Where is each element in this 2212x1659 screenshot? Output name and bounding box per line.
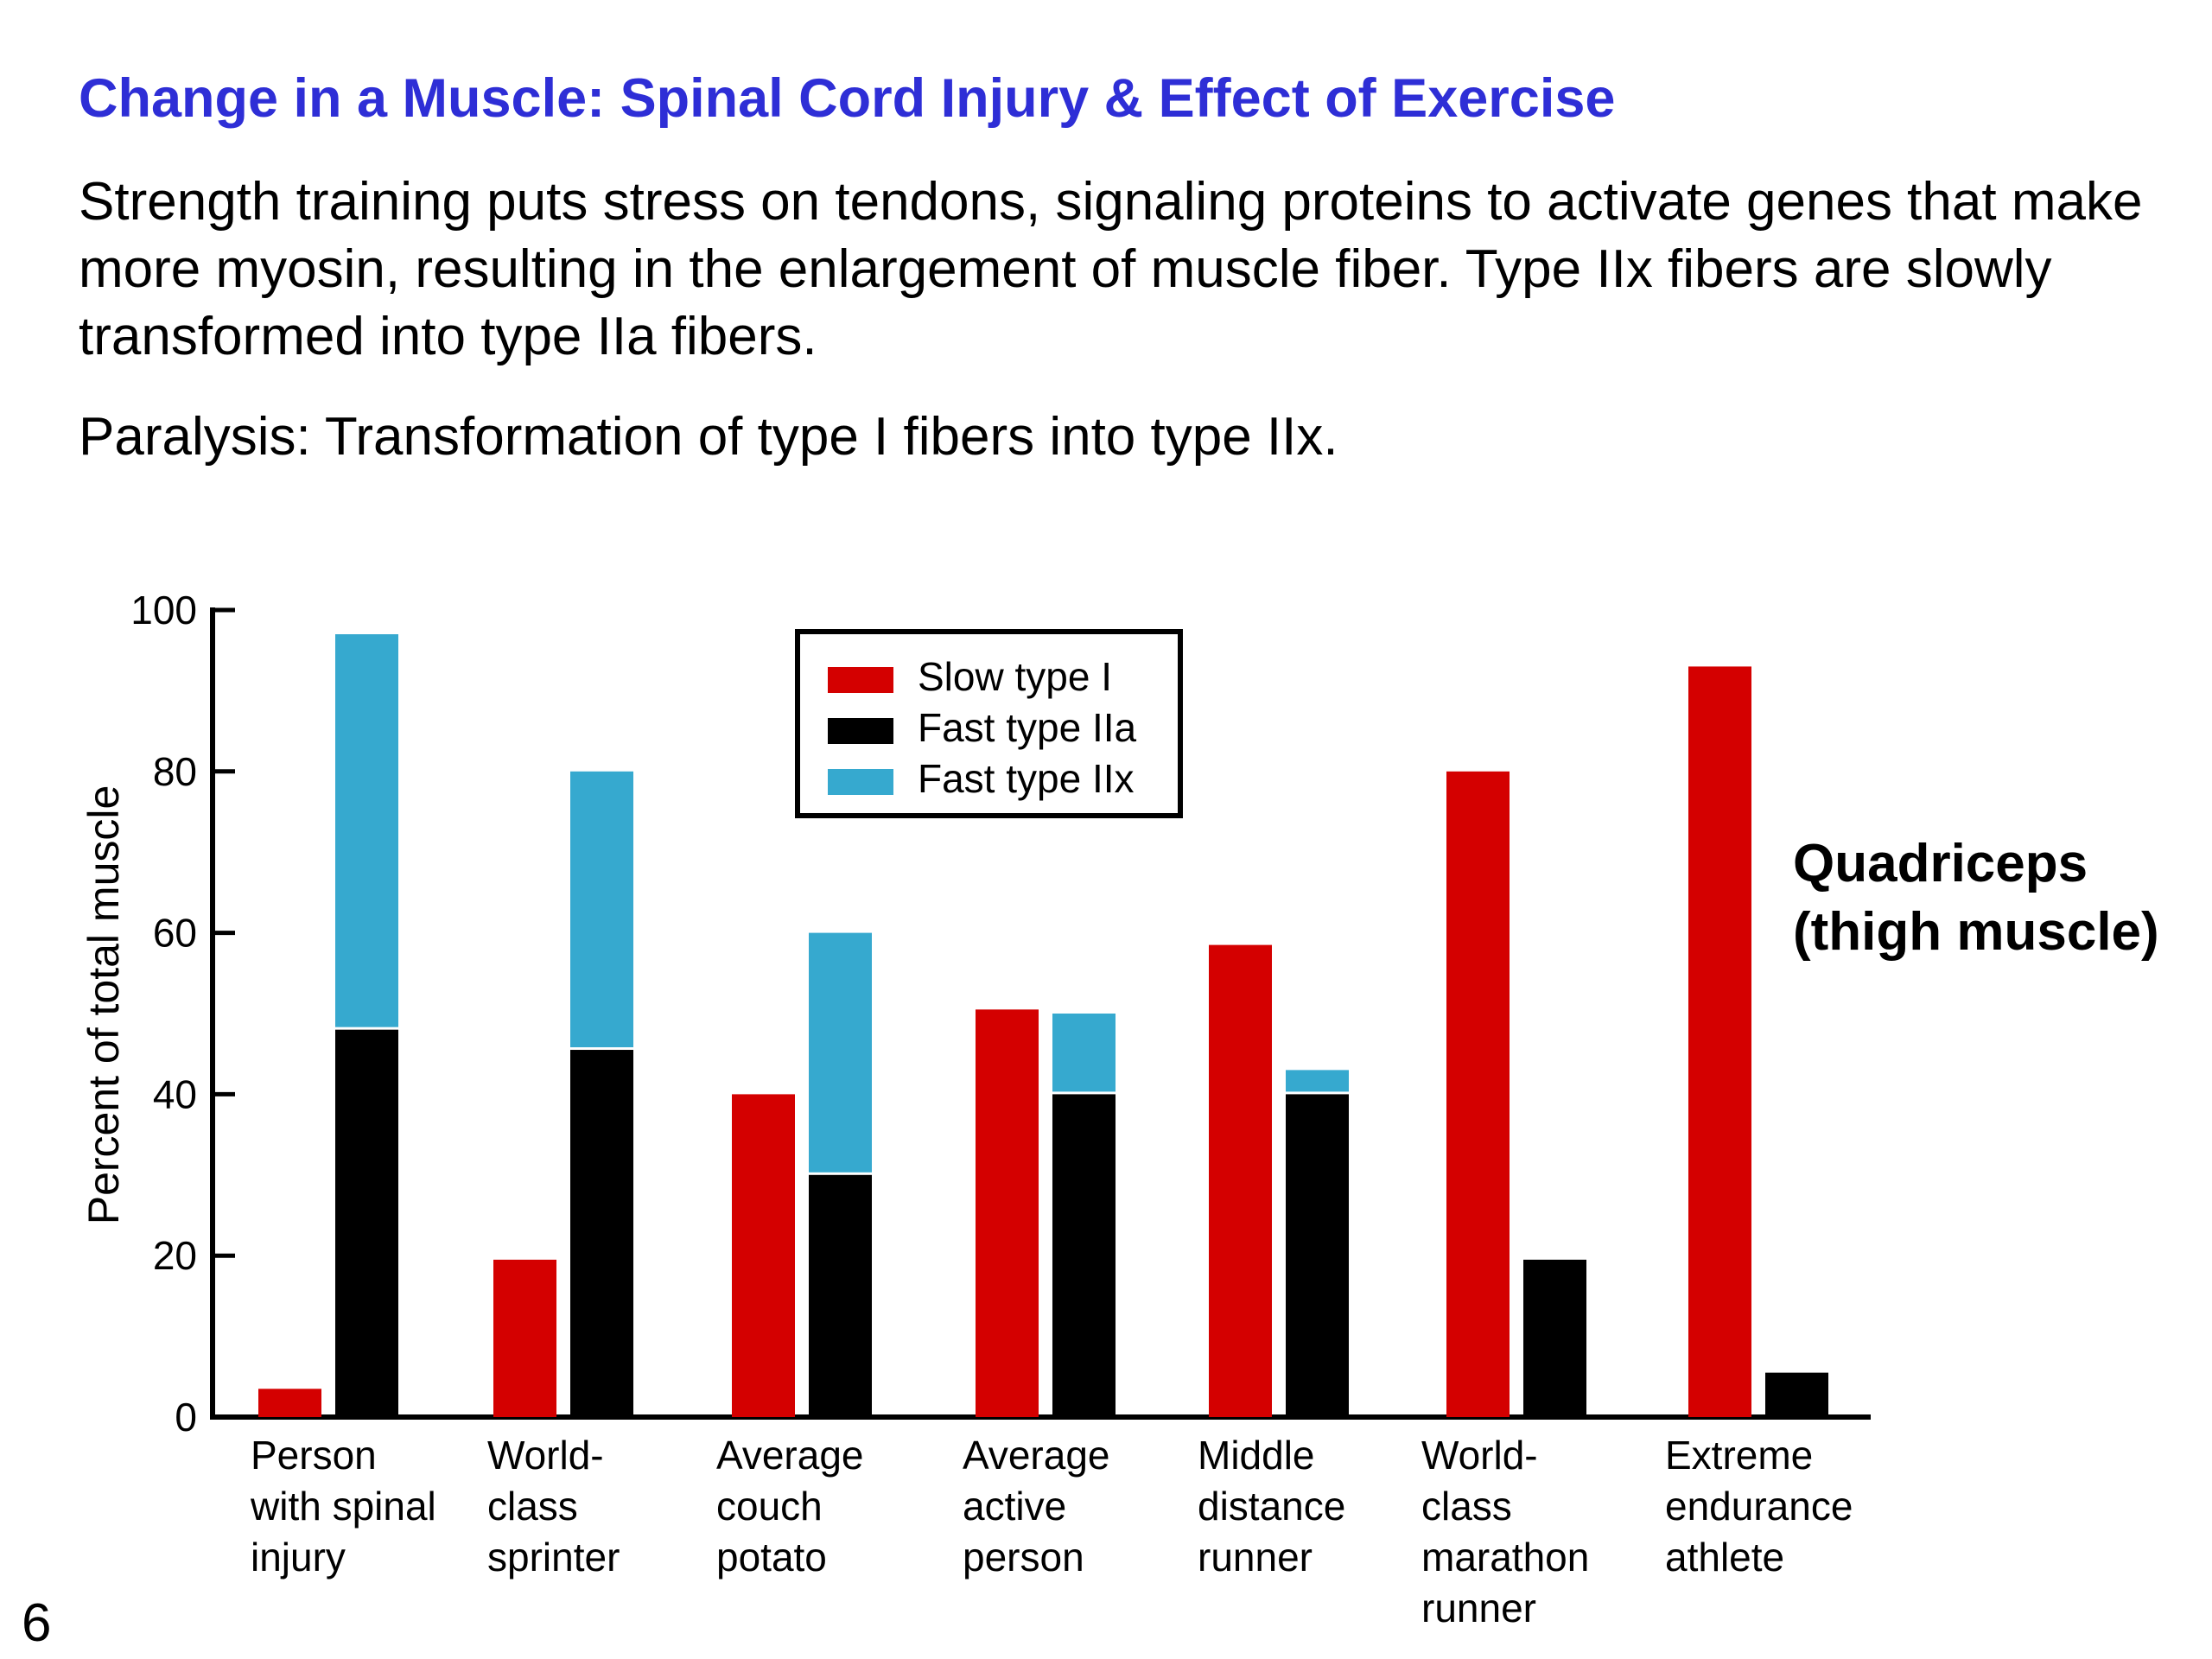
x-category-label: Average — [963, 1433, 1110, 1478]
bar-fast-type-iia — [1052, 1094, 1116, 1417]
y-tick-label: 0 — [175, 1395, 197, 1440]
x-category-label: couch — [716, 1484, 823, 1529]
x-category-label: active — [963, 1484, 1066, 1529]
body-paragraph-paralysis: Paralysis: Transformation of type I fibe… — [79, 407, 1338, 467]
legend-swatch — [828, 769, 893, 795]
quadriceps-annotation: Quadriceps — [1793, 834, 2088, 893]
x-category-label: distance — [1198, 1484, 1345, 1529]
x-category-label: World- — [1421, 1433, 1538, 1478]
bar-fast-type-iix — [809, 932, 872, 1173]
x-category-label: sprinter — [487, 1535, 620, 1580]
bar-fast-type-iia — [335, 1029, 398, 1417]
legend-label: Slow type I — [918, 654, 1112, 699]
bar-fast-type-iix — [570, 771, 633, 1048]
y-tick-label: 60 — [153, 911, 197, 956]
x-category-label: athlete — [1665, 1535, 1784, 1580]
x-category-label: with spinal — [250, 1484, 436, 1529]
x-category-label: Average — [716, 1433, 864, 1478]
x-category-label: person — [963, 1535, 1084, 1580]
legend-swatch — [828, 667, 893, 693]
y-axis-label: Percent of total muscle — [79, 785, 128, 1225]
bar-slow-type-i — [1209, 944, 1272, 1417]
bar-slow-type-i — [976, 1009, 1039, 1417]
bar-fast-type-iia — [809, 1174, 872, 1417]
bar-slow-type-i — [1446, 771, 1510, 1417]
body-paragraph-strength-training: Strength training puts stress on tendons… — [79, 172, 2143, 366]
legend-swatch — [828, 718, 893, 744]
legend-label: Fast type IIa — [918, 705, 1137, 750]
bar-slow-type-i — [1688, 666, 1751, 1417]
bar-fast-type-iia — [1765, 1372, 1828, 1417]
bar-fast-type-iix — [1286, 1070, 1349, 1092]
x-category-label: potato — [716, 1535, 827, 1580]
fiber-type-bar-chart: 0 20 40 60 80 100 Percent of total muscle Perso… — [79, 588, 2159, 1630]
legend-label: Fast type IIx — [918, 756, 1135, 801]
bar-fast-type-iia — [570, 1050, 633, 1417]
bar-fast-type-iia — [1286, 1094, 1349, 1417]
bar-slow-type-i — [732, 1094, 795, 1417]
bar-slow-type-i — [258, 1389, 321, 1417]
bar-fast-type-iix — [335, 634, 398, 1027]
quadriceps-annotation: (thigh muscle) — [1793, 902, 2159, 962]
y-tick-label: 40 — [153, 1071, 197, 1116]
x-category-label: World- — [487, 1433, 604, 1478]
bar-fast-type-iix — [1052, 1014, 1116, 1092]
page-number: 6 — [22, 1593, 52, 1653]
x-category-label: class — [487, 1484, 578, 1529]
bar-fast-type-iia — [1523, 1259, 1586, 1417]
x-category-label: Extreme — [1665, 1433, 1813, 1478]
slide-title: Change in a Muscle: Spinal Cord Injury &… — [79, 68, 1616, 129]
x-category-label: runner — [1421, 1586, 1536, 1630]
x-category-label: injury — [251, 1535, 346, 1580]
x-category-label: marathon — [1421, 1535, 1589, 1580]
x-category-label: Middle — [1198, 1433, 1315, 1478]
x-category-label: runner — [1198, 1535, 1313, 1580]
y-tick-label: 100 — [130, 588, 197, 632]
y-tick-label: 80 — [153, 749, 197, 794]
x-category-label: endurance — [1665, 1484, 1853, 1529]
x-category-label: Person — [251, 1433, 377, 1478]
bar-slow-type-i — [493, 1259, 556, 1417]
y-tick-label: 20 — [153, 1233, 197, 1278]
x-category-label: class — [1421, 1484, 1512, 1529]
